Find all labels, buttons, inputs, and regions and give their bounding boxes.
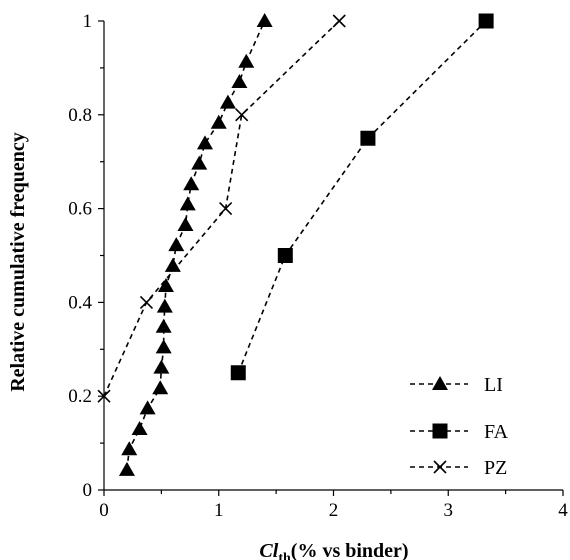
y-tick-label: 1 xyxy=(83,11,93,32)
data-point-li xyxy=(231,73,248,88)
data-point-pz xyxy=(139,295,154,309)
data-point-li xyxy=(177,217,194,232)
legend-marker-fa xyxy=(432,423,448,439)
data-point-li xyxy=(183,176,200,191)
legend-label: PZ xyxy=(484,457,507,479)
x-axis-label-rest: (% vs binder) xyxy=(291,540,409,560)
data-point-fa xyxy=(478,13,494,29)
data-point-li xyxy=(139,400,156,415)
data-point-li xyxy=(155,339,172,354)
data-point-li xyxy=(121,441,138,456)
series-line-fa xyxy=(237,20,487,374)
data-point-li xyxy=(168,237,185,252)
data-point-li xyxy=(152,380,169,395)
x-tick-label: 1 xyxy=(214,500,224,521)
data-point-pz xyxy=(219,202,233,216)
x-tick-label: 2 xyxy=(329,500,339,521)
legend-marker-li xyxy=(432,376,448,390)
x-tick-label: 0 xyxy=(99,500,109,521)
y-axis-label: Relative cumulative frequency xyxy=(7,132,29,392)
y-tick-label: 0.6 xyxy=(68,199,92,220)
data-point-pz xyxy=(97,389,111,403)
data-point-fa xyxy=(360,130,376,146)
y-tick-label: 0.8 xyxy=(68,105,92,126)
series-li xyxy=(118,13,273,476)
y-tick-label: 0.2 xyxy=(68,386,92,407)
x-tick-label: 3 xyxy=(444,500,454,521)
data-point-li xyxy=(155,318,172,333)
axes xyxy=(103,21,563,491)
data-point-li xyxy=(196,135,213,150)
legend-marker-pz xyxy=(433,460,447,474)
data-point-li xyxy=(210,114,227,129)
data-point-li xyxy=(179,196,196,211)
data-point-li xyxy=(131,421,148,436)
data-point-li xyxy=(238,53,255,68)
data-point-pz xyxy=(235,108,249,122)
legend: LI FA PZ xyxy=(410,374,509,479)
data-point-li xyxy=(191,155,208,170)
data-point-li xyxy=(153,359,170,374)
x-axis-label-main: Cl xyxy=(259,540,278,560)
legend-item-fa: FA xyxy=(410,421,509,443)
data-point-li xyxy=(219,94,236,109)
x-axis-label-sub: th xyxy=(278,551,291,560)
legend-label: FA xyxy=(484,421,509,443)
legend-item-li: LI xyxy=(410,374,503,396)
x-axis-label: Clth(% vs binder) xyxy=(259,540,408,560)
data-point-li xyxy=(157,277,174,292)
data-point-li xyxy=(118,461,135,476)
data-point-fa xyxy=(230,365,246,381)
legend-label: LI xyxy=(484,374,503,396)
y-tick-label: 0 xyxy=(83,480,93,501)
series-fa xyxy=(230,13,494,381)
series-layer xyxy=(97,13,494,476)
data-point-li xyxy=(164,257,181,272)
y-tick-label: 0.4 xyxy=(68,292,92,313)
series-pz xyxy=(97,14,346,403)
x-tick-label: 4 xyxy=(558,500,568,521)
data-point-fa xyxy=(277,248,293,263)
data-point-li xyxy=(256,13,273,27)
data-point-pz xyxy=(332,14,346,28)
series-line-pz xyxy=(103,20,340,397)
data-point-li xyxy=(156,298,173,313)
ticks: 0 1 2 3 4 0 0.2 0.4 0.6 0.8 1 xyxy=(68,11,568,521)
legend-item-pz: PZ xyxy=(410,457,507,479)
